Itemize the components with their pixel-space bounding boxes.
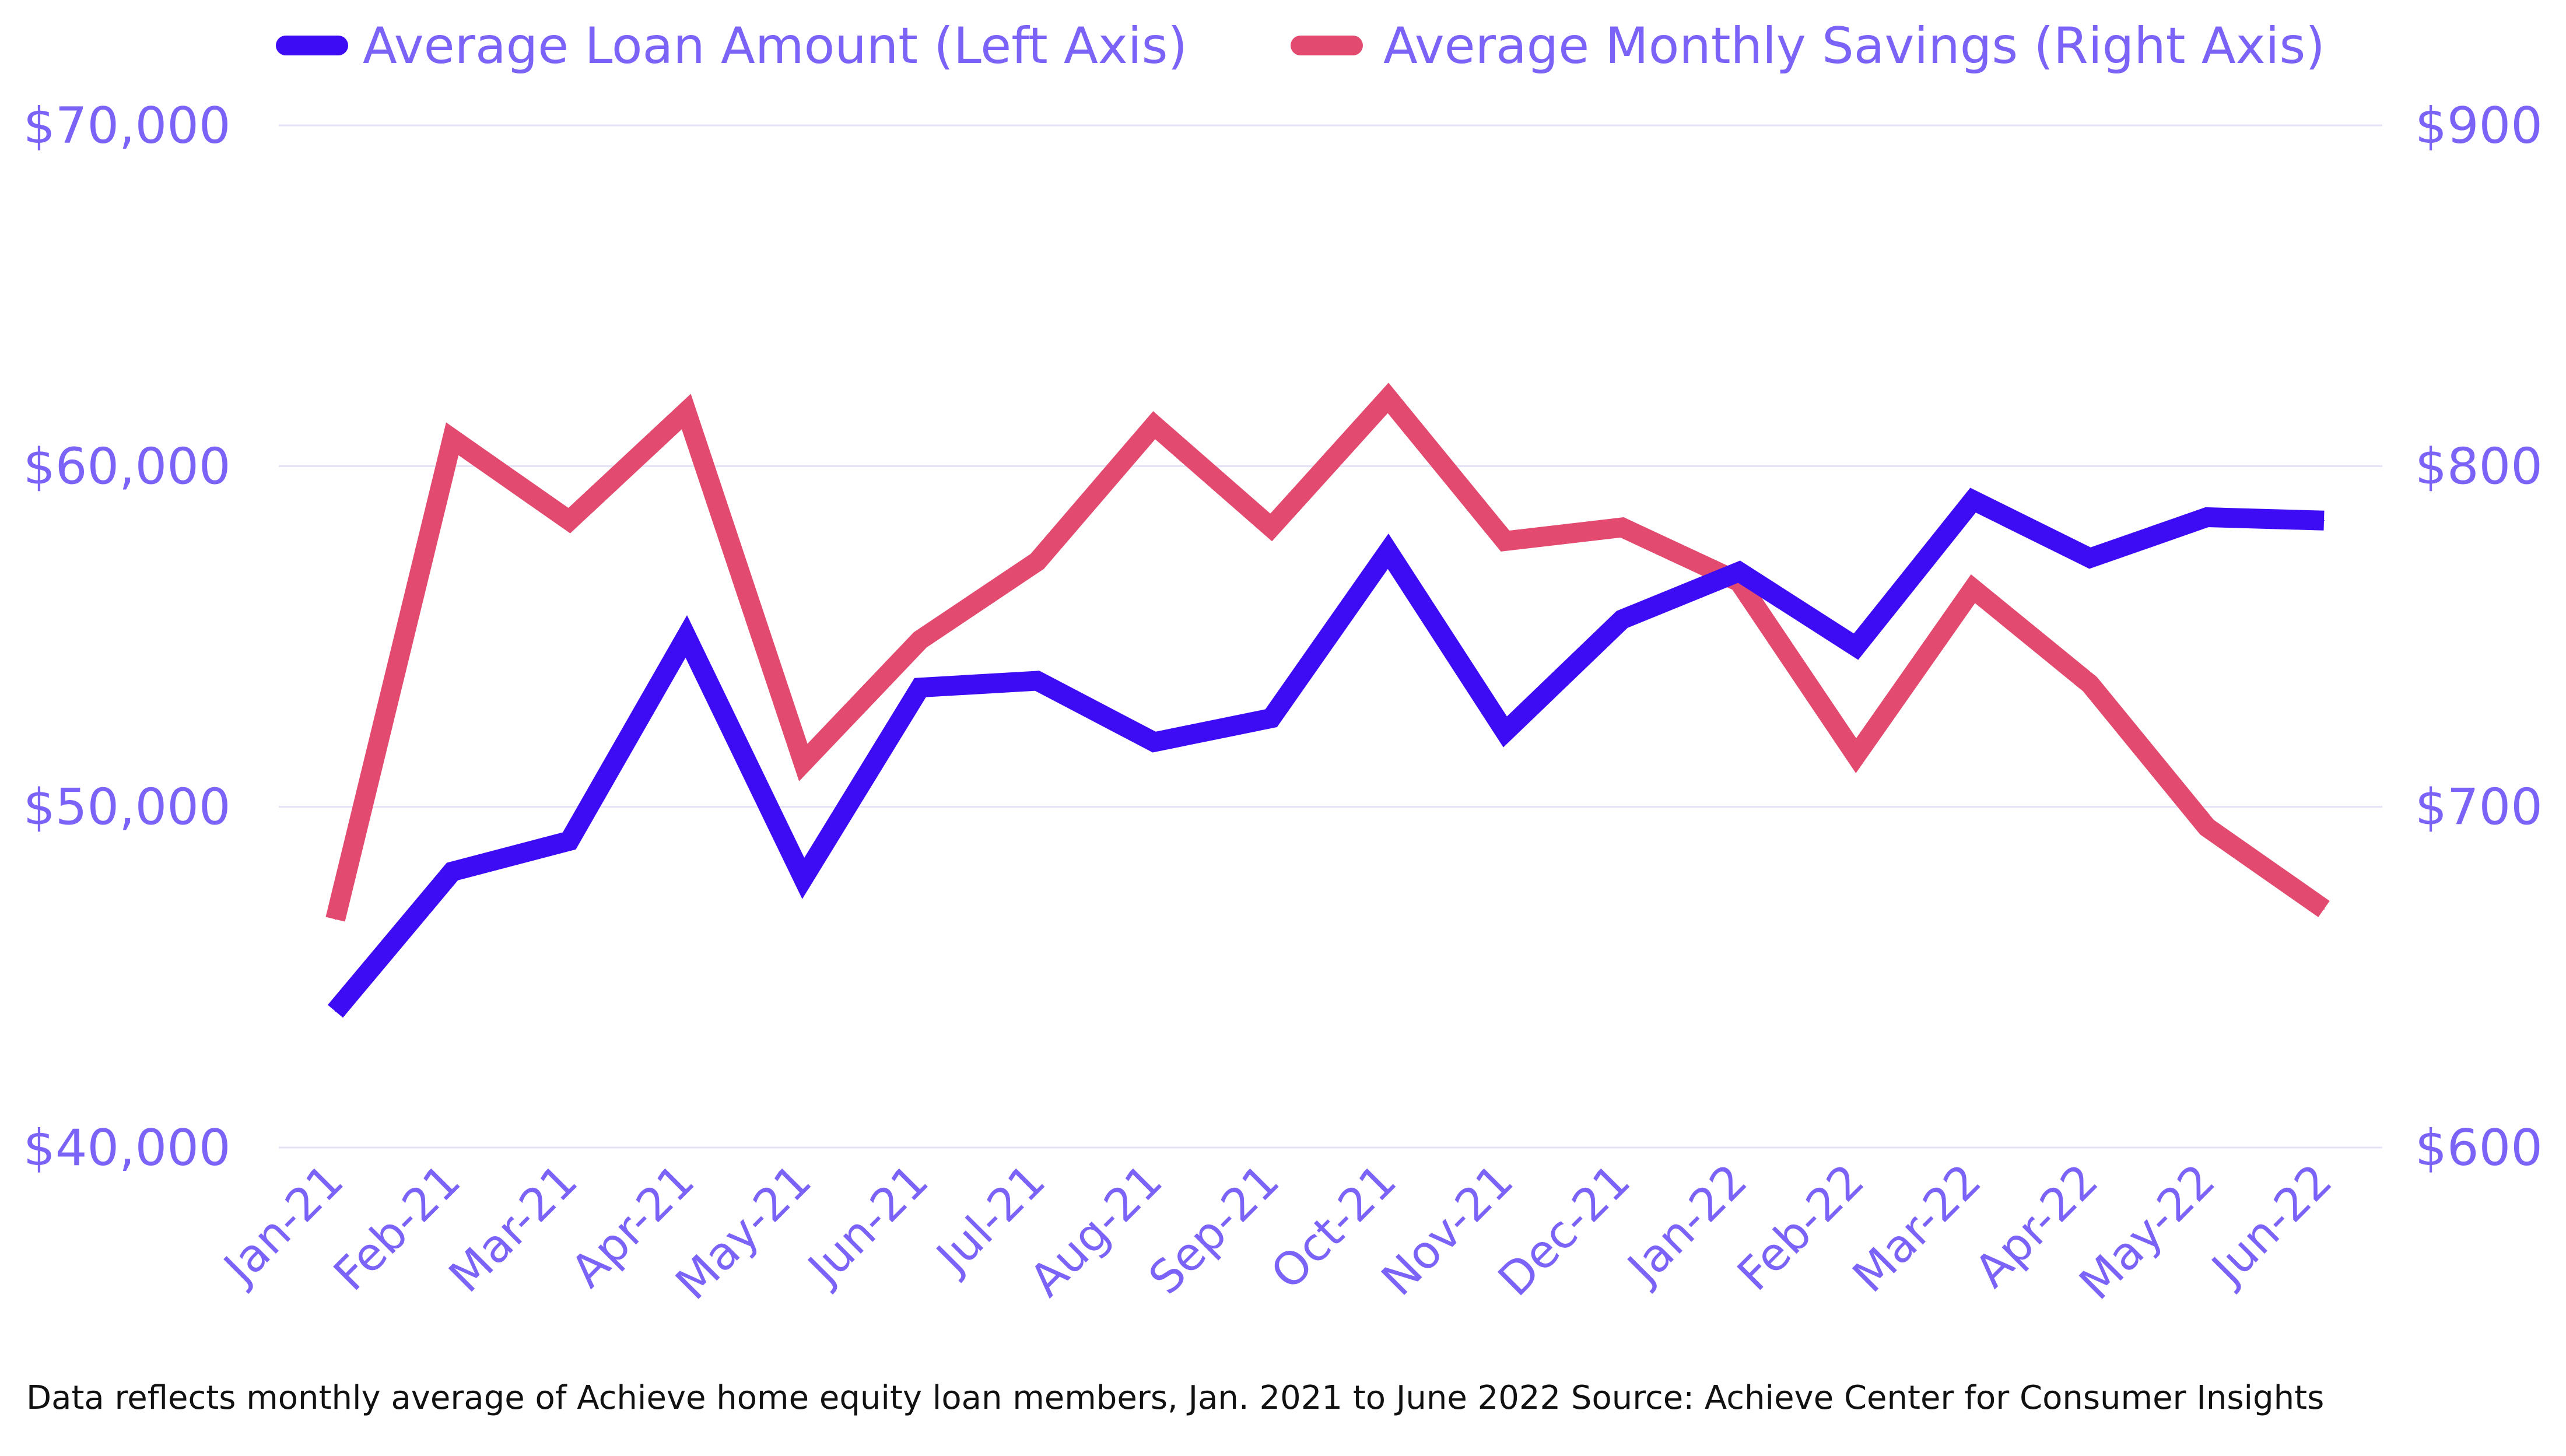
data-point-savings bbox=[2323, 908, 2325, 910]
right-axis-tick-label: $600 bbox=[2415, 1119, 2543, 1177]
data-point-savings bbox=[919, 639, 921, 641]
data-point-savings bbox=[335, 918, 336, 920]
data-point-savings bbox=[1154, 424, 1155, 426]
legend: Average Loan Amount (Left Axis) Average … bbox=[276, 17, 2325, 75]
left-axis: $40,000 $50,000 $60,000 $70,000 bbox=[23, 97, 231, 1177]
x-tick-label: Jun-21 bbox=[797, 1155, 938, 1296]
data-point-savings bbox=[802, 762, 804, 763]
series-lines bbox=[325, 383, 2330, 1018]
data-point-savings bbox=[451, 438, 453, 440]
legend-label-loan: Average Loan Amount (Left Axis) bbox=[363, 17, 1187, 75]
left-axis-tick-label: $50,000 bbox=[23, 778, 231, 837]
data-point-loan bbox=[802, 878, 804, 879]
data-point-loan bbox=[1504, 731, 1506, 733]
data-point-savings bbox=[1972, 588, 1974, 590]
data-point-loan bbox=[2323, 520, 2325, 521]
data-point-savings bbox=[1387, 397, 1389, 399]
data-point-savings bbox=[569, 520, 570, 521]
x-tick-label: Mar-21 bbox=[439, 1155, 587, 1303]
left-axis-tick-label: $60,000 bbox=[23, 437, 231, 496]
x-tick-label: Jan-21 bbox=[212, 1155, 353, 1296]
x-tick-label: Jan-22 bbox=[1616, 1155, 1757, 1296]
x-tick-label: Mar-22 bbox=[1843, 1155, 1991, 1303]
data-point-loan bbox=[2206, 516, 2208, 518]
x-tick-label: Jun-22 bbox=[2200, 1155, 2342, 1296]
data-point-savings bbox=[1621, 527, 1623, 528]
data-point-loan bbox=[2089, 557, 2091, 559]
data-point-loan bbox=[1738, 571, 1740, 573]
data-point-loan bbox=[1387, 550, 1389, 552]
data-point-loan bbox=[335, 1011, 336, 1012]
legend-label-savings: Average Monthly Savings (Right Axis) bbox=[1383, 17, 2325, 75]
data-point-loan bbox=[1270, 717, 1272, 719]
data-point-savings bbox=[2206, 826, 2208, 828]
x-tick-label: Dec-21 bbox=[1488, 1155, 1640, 1306]
right-axis-tick-label: $900 bbox=[2415, 97, 2543, 155]
x-tick-label: Feb-21 bbox=[324, 1155, 471, 1301]
data-point-loan bbox=[1621, 619, 1623, 620]
data-point-savings bbox=[2089, 683, 2091, 685]
x-tick-label: Feb-22 bbox=[1728, 1155, 1874, 1301]
x-tick-label: Sep-21 bbox=[1139, 1155, 1289, 1305]
data-point-loan bbox=[1036, 680, 1038, 682]
data-point-loan bbox=[569, 840, 570, 842]
right-axis-tick-label: $700 bbox=[2415, 778, 2543, 837]
data-point-savings bbox=[1270, 527, 1272, 528]
data-point-loan bbox=[685, 636, 687, 637]
series-line-savings bbox=[325, 383, 2330, 922]
x-axis: Jan-21Feb-21Mar-21Apr-21May-21Jun-21Jul-… bbox=[212, 1155, 2342, 1310]
data-point-loan bbox=[1972, 499, 1974, 501]
data-point-savings bbox=[1855, 755, 1857, 757]
x-tick-label: Nov-21 bbox=[1372, 1155, 1523, 1306]
x-tick-label: Aug-21 bbox=[1020, 1155, 1172, 1307]
left-axis-tick-label: $70,000 bbox=[23, 97, 231, 155]
right-axis: $600 $700 $800 $900 bbox=[2415, 97, 2543, 1177]
series-line-loan bbox=[327, 487, 2325, 1018]
data-point-savings bbox=[1036, 560, 1038, 562]
data-point-savings bbox=[1504, 540, 1506, 542]
data-point-savings bbox=[685, 411, 687, 412]
data-point-loan bbox=[919, 687, 921, 689]
data-point-loan bbox=[451, 871, 453, 872]
left-axis-tick-label: $40,000 bbox=[23, 1119, 231, 1177]
data-point-loan bbox=[1154, 741, 1155, 743]
data-point-loan bbox=[1855, 646, 1857, 648]
right-axis-tick-label: $800 bbox=[2415, 437, 2543, 496]
footnote: Data reflects monthly average of Achieve… bbox=[26, 1379, 2325, 1417]
